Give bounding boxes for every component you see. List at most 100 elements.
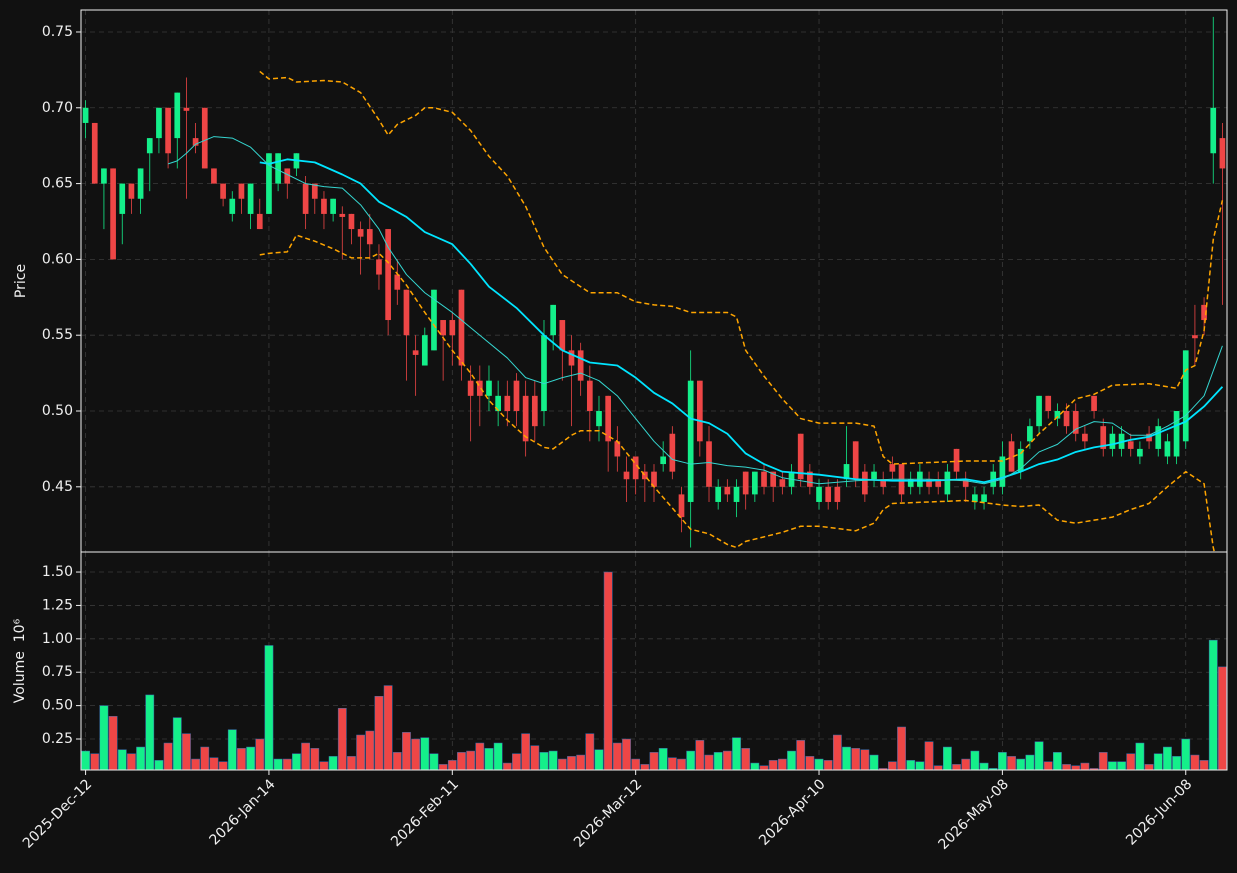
volume-bar bbox=[264, 645, 274, 771]
candle-body bbox=[440, 320, 446, 336]
volume-bar bbox=[1208, 639, 1218, 771]
candle-body bbox=[541, 335, 547, 412]
volume-bar bbox=[502, 762, 512, 771]
candle-body bbox=[412, 350, 419, 355]
volume-bar bbox=[759, 765, 769, 771]
candle-body bbox=[183, 107, 190, 111]
volume-bar bbox=[686, 750, 696, 771]
candle-body bbox=[385, 229, 391, 321]
candle-body bbox=[550, 304, 556, 336]
volume-bar bbox=[438, 764, 448, 771]
volume-bar bbox=[475, 742, 485, 771]
volume-bar bbox=[108, 716, 118, 771]
candle-body bbox=[733, 486, 740, 502]
volume-bar bbox=[191, 758, 200, 771]
volume-bar bbox=[1062, 764, 1071, 771]
candle-body bbox=[174, 92, 181, 139]
candle-body bbox=[770, 471, 777, 487]
candle-body bbox=[421, 335, 428, 366]
candle-body bbox=[1109, 433, 1116, 449]
candle-body bbox=[614, 441, 621, 457]
candle-body bbox=[999, 456, 1006, 487]
volume-bar bbox=[1034, 741, 1044, 771]
candle-body bbox=[165, 107, 171, 154]
candle-body bbox=[522, 395, 529, 442]
candle-body bbox=[742, 471, 749, 495]
volume-bar bbox=[411, 738, 421, 771]
candle-body bbox=[559, 320, 566, 351]
volume-bar bbox=[282, 758, 292, 771]
volume-bar bbox=[1007, 756, 1016, 771]
candle-body bbox=[862, 471, 868, 495]
volume-bar bbox=[163, 742, 173, 771]
y-tick-label: 0.50 bbox=[42, 403, 73, 419]
candle-body bbox=[843, 464, 850, 480]
candle-body bbox=[311, 183, 318, 199]
candle-body bbox=[1072, 411, 1079, 434]
volume-bar bbox=[722, 750, 732, 771]
volume-bar bbox=[539, 752, 549, 771]
candle-body bbox=[962, 479, 969, 487]
volume-bar bbox=[787, 750, 796, 771]
candle-body bbox=[146, 138, 153, 154]
volume-bar bbox=[218, 761, 228, 771]
volume-bar bbox=[842, 746, 851, 771]
volume-bar bbox=[182, 733, 191, 771]
candle-body bbox=[504, 395, 511, 412]
volume-bar bbox=[612, 742, 622, 771]
y-tick-label: 0.70 bbox=[42, 100, 73, 116]
volume-bar bbox=[530, 745, 540, 771]
candle-body bbox=[1017, 448, 1024, 472]
volume-bar bbox=[365, 730, 375, 771]
volume-bar bbox=[961, 758, 971, 771]
candle-body bbox=[586, 380, 593, 412]
volume-bar bbox=[952, 764, 961, 771]
candle-body bbox=[238, 183, 245, 199]
candle-body bbox=[752, 471, 758, 495]
candle-body bbox=[449, 320, 456, 336]
volume-bar bbox=[521, 733, 531, 771]
volume-bar bbox=[273, 758, 283, 771]
candle-body bbox=[1192, 335, 1198, 339]
candle-body bbox=[1091, 395, 1097, 412]
volume-bar bbox=[90, 753, 100, 771]
volume-bar bbox=[392, 752, 402, 771]
candle-body bbox=[641, 471, 648, 480]
volume-bar bbox=[695, 740, 705, 771]
y-tick-label: 0.60 bbox=[42, 251, 73, 267]
candle-body bbox=[724, 486, 731, 495]
candle-body bbox=[321, 198, 327, 214]
candle-body bbox=[284, 168, 291, 184]
volume-bar bbox=[117, 749, 127, 771]
candle-body bbox=[128, 183, 135, 199]
candle-body bbox=[632, 456, 639, 480]
volume-bar bbox=[943, 746, 952, 771]
volume-bar bbox=[136, 746, 145, 771]
candle-body bbox=[1036, 395, 1042, 427]
candle-body bbox=[1155, 426, 1162, 449]
volume-bar bbox=[328, 756, 338, 771]
volume-bar bbox=[493, 742, 503, 771]
volume-bar bbox=[667, 757, 677, 771]
candle-body bbox=[687, 380, 694, 502]
volume-bar bbox=[777, 758, 787, 771]
candle-body bbox=[623, 471, 630, 480]
marks-layer bbox=[81, 16, 1227, 771]
volume-bar bbox=[402, 732, 411, 771]
candle-body bbox=[907, 479, 914, 487]
candle-body bbox=[696, 380, 703, 442]
volume-bar bbox=[658, 748, 668, 771]
volume-bar bbox=[145, 694, 155, 771]
volume-bar bbox=[154, 760, 164, 771]
volume-bar bbox=[310, 748, 320, 771]
volume-bar bbox=[292, 753, 301, 771]
volume-bar bbox=[512, 753, 521, 771]
volume-bar bbox=[814, 758, 824, 771]
candle-body bbox=[935, 479, 942, 487]
volume-bar bbox=[1199, 760, 1209, 771]
candle-body bbox=[660, 456, 667, 465]
candle-body bbox=[926, 479, 932, 487]
candle-body bbox=[531, 395, 538, 427]
volume-bar bbox=[1190, 754, 1200, 771]
volume-bar bbox=[429, 753, 439, 771]
